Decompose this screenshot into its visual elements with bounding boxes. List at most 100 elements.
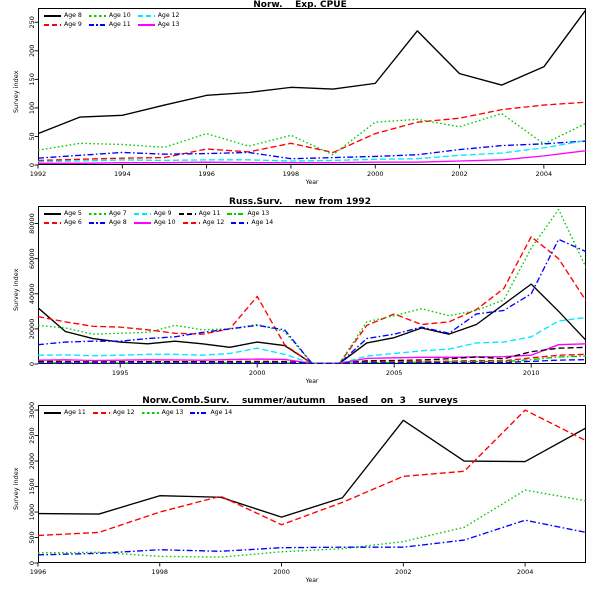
legend-3[interactable]: Age 11 Age 12 Age 13 Age 14 <box>44 408 239 417</box>
svg-text:2005: 2005 <box>386 369 403 377</box>
svg-text:2004: 2004 <box>536 170 553 178</box>
svg-text:40000: 40000 <box>28 283 36 304</box>
legend-row: Age 8 Age 10 Age 12 <box>44 11 187 20</box>
panel-title-3: Norw.Comb.Surv. summer/autumn based on 3… <box>142 396 458 406</box>
legend-swatch-icon <box>44 21 61 28</box>
legend-swatch-icon <box>88 210 106 217</box>
svg-text:0: 0 <box>28 362 36 366</box>
plot-area-2 <box>38 206 586 364</box>
legend-item-age-8[interactable]: Age 8 <box>44 11 82 20</box>
legend-label: Age 12 <box>112 409 135 416</box>
legend-item-age-14[interactable]: Age 14 <box>231 218 273 227</box>
legend-label: Age 11 <box>108 21 131 28</box>
plot-svg-2: 1995 2000 2005 2010 0 20000 40000 60000 80000 <box>28 208 586 377</box>
legend-swatch-icon <box>137 12 155 19</box>
legend-label: Age 11 <box>64 409 86 416</box>
legend-item-age-14[interactable]: Age 14 <box>190 408 232 417</box>
legend-2[interactable]: Age 5 Age 7 Age 9 Age 11 Age 13 Age 6 Age 8 Age… <box>44 209 280 227</box>
svg-text:0: 0 <box>28 163 36 167</box>
legend-swatch-icon <box>231 219 249 226</box>
legend-1[interactable]: Age 8 Age 10 Age 12 Age 9 Age 11 Age 13 <box>44 11 187 29</box>
svg-text:3000: 3000 <box>28 402 36 419</box>
legend-item-age-11[interactable]: Age 11 <box>44 408 86 417</box>
chart-panel-norw-exp-cpue: Norw. Exp. CPUE Survey index Year 1992 19… <box>0 0 600 195</box>
legend-label: Age 9 <box>153 210 172 217</box>
svg-text:2000: 2000 <box>28 453 36 470</box>
svg-text:2010: 2010 <box>523 369 540 377</box>
series-line-age-11 <box>38 140 586 160</box>
svg-text:150: 150 <box>28 73 36 85</box>
legend-item-age-9[interactable]: Age 9 <box>133 209 172 218</box>
panel-title-2: Russ.Surv. new from 1992 <box>229 197 371 207</box>
plot-svg-3: 1996 1998 2000 2002 2004 0 500 1000 1500 2000 2500… <box>28 402 586 576</box>
plot-area-3 <box>38 405 586 563</box>
svg-text:200: 200 <box>28 45 36 57</box>
legend-swatch-icon <box>88 12 106 19</box>
legend-item-age-8[interactable]: Age 8 <box>88 218 127 227</box>
svg-text:60000: 60000 <box>28 248 36 269</box>
legend-item-age-10[interactable]: Age 10 <box>133 218 176 227</box>
legend-item-age-12[interactable]: Age 12 <box>182 218 224 227</box>
series-line-age-12 <box>38 139 586 163</box>
legend-label: Age 6 <box>64 219 82 226</box>
legend-item-age-13[interactable]: Age 13 <box>141 408 183 417</box>
x-axis-label-3: Year <box>305 577 319 584</box>
series-line-age-6 <box>38 236 586 364</box>
series-line-age-13 <box>38 489 586 558</box>
series-line-age-12 <box>38 409 586 537</box>
legend-label: Age 8 <box>108 219 127 226</box>
legend-label: Age 13 <box>157 21 180 28</box>
legend-item-age-12[interactable]: Age 12 <box>137 11 180 20</box>
legend-row: Age 5 Age 7 Age 9 Age 11 Age 13 <box>44 209 280 218</box>
plot-svg-1: 1992 1994 1996 1998 2000 2002 2004 0 50 100 150 200… <box>28 9 586 178</box>
chart-panel-russ-surv: Russ.Surv. new from 1992 Survey index Ye… <box>0 197 600 395</box>
legend-swatch-icon <box>137 21 155 28</box>
legend-swatch-icon <box>133 210 151 217</box>
legend-swatch-icon <box>141 409 159 416</box>
svg-text:80000: 80000 <box>28 213 36 234</box>
legend-item-age-9[interactable]: Age 9 <box>44 20 82 29</box>
legend-item-age-6[interactable]: Age 6 <box>44 218 82 227</box>
legend-label: Age 7 <box>108 210 127 217</box>
panel-title-1: Norw. Exp. CPUE <box>253 0 347 10</box>
legend-swatch-icon <box>178 210 196 217</box>
series-line-age-8 <box>38 238 586 364</box>
plot-area-1 <box>38 8 586 165</box>
svg-text:2002: 2002 <box>451 170 468 178</box>
legend-swatch-icon <box>44 409 61 416</box>
legend-swatch-icon <box>44 210 61 217</box>
series-line-age-9 <box>38 316 586 364</box>
series-line-age-10 <box>38 112 586 156</box>
legend-swatch-icon <box>182 219 200 226</box>
legend-item-age-13[interactable]: Age 13 <box>137 20 180 29</box>
svg-text:1500: 1500 <box>28 478 36 495</box>
series-line-age-8 <box>38 9 586 135</box>
svg-text:1996: 1996 <box>198 170 215 178</box>
legend-item-age-12[interactable]: Age 12 <box>92 408 135 417</box>
legend-swatch-icon <box>88 21 106 28</box>
svg-text:1996: 1996 <box>30 568 47 576</box>
legend-swatch-icon <box>190 409 208 416</box>
svg-text:2000: 2000 <box>367 170 384 178</box>
svg-text:2000: 2000 <box>249 369 266 377</box>
legend-item-age-5[interactable]: Age 5 <box>44 209 82 218</box>
svg-text:1992: 1992 <box>30 170 47 178</box>
legend-label: Age 10 <box>108 12 131 19</box>
legend-row: Age 9 Age 11 Age 13 <box>44 20 187 29</box>
svg-text:250: 250 <box>28 16 36 28</box>
svg-text:20000: 20000 <box>28 319 36 340</box>
legend-item-age-7[interactable]: Age 7 <box>88 209 127 218</box>
svg-text:0: 0 <box>28 561 36 565</box>
svg-text:2500: 2500 <box>28 427 36 444</box>
svg-text:500: 500 <box>28 531 36 543</box>
legend-item-age-11[interactable]: Age 11 <box>178 209 221 218</box>
legend-label: Age 11 <box>198 210 221 217</box>
legend-item-age-11[interactable]: Age 11 <box>88 20 131 29</box>
svg-text:2004: 2004 <box>517 568 534 576</box>
series-line-age-7 <box>38 208 586 364</box>
legend-label: Age 14 <box>210 409 233 416</box>
svg-text:1000: 1000 <box>28 504 36 521</box>
legend-item-age-10[interactable]: Age 10 <box>88 11 131 20</box>
legend-item-age-13[interactable]: Age 13 <box>227 209 269 218</box>
